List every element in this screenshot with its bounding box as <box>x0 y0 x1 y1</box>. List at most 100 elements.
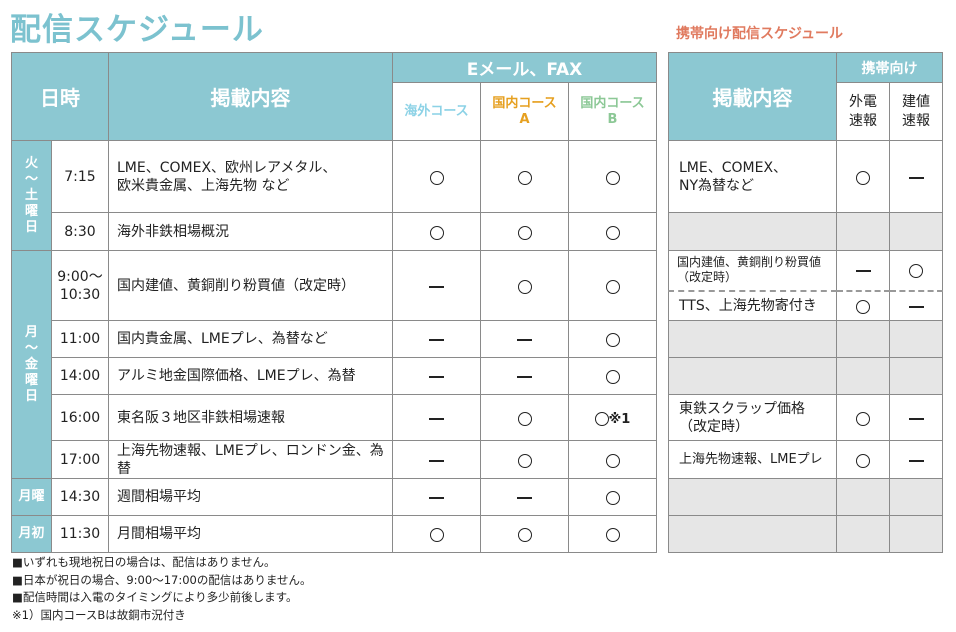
circle-mark-icon <box>429 170 444 185</box>
content-cell: アルミ地金国際価格、LMEプレ、為替 <box>108 357 393 395</box>
empty-cell <box>668 320 837 358</box>
table-row: 11:00 国内貴金属、LMEプレ、為替など <box>12 320 658 358</box>
time-cell: 17:00 <box>51 440 109 479</box>
dash-mark-icon <box>517 497 532 499</box>
dash-mark-icon <box>429 417 444 420</box>
mark-cell <box>480 478 569 516</box>
content-cell: 上海先物速報、LMEプレ <box>668 440 837 479</box>
content-cell: 上海先物速報、LMEプレ、ロンドン金、為替 <box>108 440 393 479</box>
mark-cell <box>480 440 569 479</box>
table-row <box>668 212 943 251</box>
mobile-content-header: 掲載内容 <box>668 52 837 141</box>
content-cell: 国内建値、黄銅削り粉買値 （改定時） <box>668 250 837 292</box>
empty-cell <box>836 357 890 395</box>
circle-mark-icon <box>517 225 532 240</box>
notes: ■いずれも現地祝日の場合は、配信はありません。 ■日本が祝日の場合、9:00〜1… <box>12 554 311 624</box>
mark-cell <box>836 440 890 479</box>
dash-mark-icon <box>908 417 924 420</box>
mark-cell <box>392 212 481 251</box>
mark-cell <box>567 250 658 321</box>
circle-mark-icon <box>856 170 870 185</box>
empty-cell <box>836 212 890 251</box>
time-cell: 8:30 <box>51 212 109 251</box>
mark-cell <box>889 394 943 441</box>
content-cell: 海外非鉄相場概況 <box>108 212 393 251</box>
table-row <box>668 478 943 516</box>
foreign-news-header: 外電 速報 <box>836 82 890 141</box>
circle-mark-icon <box>594 411 609 426</box>
content-cell: LME、COMEX、欧州レアメタル、 欧米貴金属、上海先物 など <box>108 140 393 213</box>
table-row: 14:00 アルミ地金国際価格、LMEプレ、為替 <box>12 357 658 395</box>
content-cell: 国内貴金属、LMEプレ、為替など <box>108 320 393 358</box>
empty-cell <box>836 320 890 358</box>
mark-cell <box>480 320 569 358</box>
table-row: 月 〜 金 曜 日 9:00〜 10:30 国内建値、黄銅削り粉買値（改定時） <box>11 250 658 479</box>
mark-cell <box>480 515 569 553</box>
content-cell: 国内建値、黄銅削り粉買値（改定時） <box>108 250 393 321</box>
mark-cell <box>480 140 569 213</box>
email-fax-header: Eメール、FAX <box>391 52 658 83</box>
page-title: 配信スケジュール <box>10 12 264 48</box>
circle-mark-icon <box>605 528 620 542</box>
mark-cell <box>836 290 890 321</box>
content-cell: LME、COMEX、 NY為替など <box>668 140 837 213</box>
mark-cell <box>567 515 658 553</box>
empty-cell <box>889 212 943 251</box>
mark-cell <box>392 394 481 441</box>
dash-mark-icon <box>429 459 444 462</box>
empty-cell <box>668 478 837 516</box>
mark-cell <box>889 140 943 213</box>
empty-cell <box>836 515 890 553</box>
empty-cell <box>889 478 943 516</box>
mobile-schedule-table: 掲載内容 携帯向け 外電 速報 建値 速報 LME、COMEX、 NY為替など … <box>668 52 943 553</box>
content-header: 掲載内容 <box>108 52 393 141</box>
mark-cell <box>567 140 658 213</box>
table-row <box>668 515 943 553</box>
mark-cell <box>480 212 569 251</box>
mark-cell <box>392 250 481 321</box>
table-row: 17:00 上海先物速報、LMEプレ、ロンドン金、為替 <box>12 440 658 479</box>
empty-cell <box>836 478 890 516</box>
email-fax-schedule-table: 日時 掲載内容 Eメール、FAX 海外コース 国内コース A 国内コース B 火… <box>11 52 658 553</box>
circle-mark-icon <box>517 279 532 294</box>
circle-mark-icon <box>517 528 532 542</box>
circle-mark-icon <box>856 299 870 314</box>
circle-mark-icon <box>605 333 620 347</box>
mark-cell <box>392 478 481 516</box>
table-row: 上海先物速報、LMEプレ <box>668 440 943 479</box>
mark-cell <box>567 357 658 395</box>
table-row: 火 〜 土 曜 日 7:15 LME、COMEX、欧州レアメタル、 欧米貴金属、… <box>11 140 658 251</box>
circle-mark-icon <box>605 279 620 294</box>
mark-cell <box>836 140 890 213</box>
time-cell: 7:15 <box>51 140 109 213</box>
table-row: 月曜 14:30 週間相場平均 <box>11 478 658 516</box>
note-line: ※1）国内コースBは故銅市況付き <box>12 607 186 622</box>
content-cell: 東鉄スクラップ価格 （改定時） <box>668 394 837 441</box>
content-cell: 月間相場平均 <box>108 515 393 553</box>
circle-mark-icon <box>517 453 532 468</box>
dash-mark-icon <box>429 376 444 378</box>
time-cell: 14:30 <box>51 478 109 516</box>
mark-cell <box>392 440 481 479</box>
mark-cell <box>480 357 569 395</box>
mark-cell <box>836 250 890 292</box>
time-cell: 11:30 <box>51 515 109 553</box>
day-first-of-month: 月初 <box>11 515 52 553</box>
circle-mark-icon <box>856 411 870 426</box>
table-row <box>668 320 943 358</box>
circle-mark-icon <box>856 453 870 468</box>
mark-cell <box>567 320 658 358</box>
dash-mark-icon <box>908 305 924 308</box>
mark-cell <box>889 440 943 479</box>
circle-mark-icon <box>605 370 620 384</box>
circle-mark-icon <box>605 453 620 468</box>
content-cell: 東名阪３地区非鉄相場速報 <box>108 394 393 441</box>
circle-mark-icon <box>429 225 444 240</box>
mark-cell <box>567 478 658 516</box>
dash-mark-icon <box>517 376 532 378</box>
empty-cell <box>889 320 943 358</box>
mark-cell <box>889 250 943 292</box>
dash-mark-icon <box>908 176 924 179</box>
time-cell: 9:00〜 10:30 <box>51 250 109 321</box>
table-row <box>668 357 943 395</box>
